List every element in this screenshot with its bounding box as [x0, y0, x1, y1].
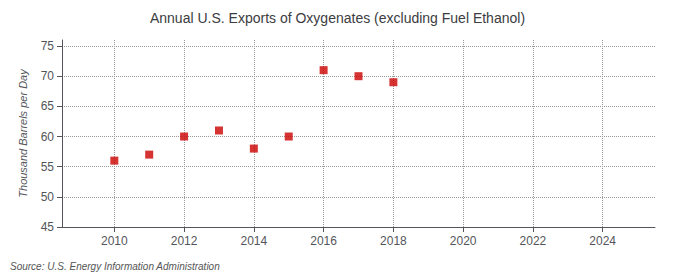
- svg-text:2022: 2022: [520, 234, 547, 248]
- svg-text:Thousand Barrels per Day: Thousand Barrels per Day: [17, 68, 29, 198]
- svg-text:2018: 2018: [380, 234, 407, 248]
- svg-text:2016: 2016: [310, 234, 337, 248]
- svg-text:75: 75: [41, 39, 55, 53]
- svg-text:2010: 2010: [101, 234, 128, 248]
- svg-text:60: 60: [41, 130, 55, 144]
- svg-text:Annual U.S. Exports of Oxygena: Annual U.S. Exports of Oxygenates (exclu…: [150, 10, 525, 26]
- svg-text:45: 45: [41, 220, 55, 234]
- svg-text:Source: U.S. Energy Informatio: Source: U.S. Energy Information Administ…: [10, 261, 220, 272]
- svg-text:70: 70: [41, 69, 55, 83]
- svg-text:55: 55: [41, 160, 55, 174]
- svg-text:2020: 2020: [450, 234, 477, 248]
- svg-text:65: 65: [41, 99, 55, 113]
- svg-text:50: 50: [41, 190, 55, 204]
- svg-text:2024: 2024: [589, 234, 616, 248]
- svg-text:2014: 2014: [241, 234, 268, 248]
- svg-text:2012: 2012: [171, 234, 198, 248]
